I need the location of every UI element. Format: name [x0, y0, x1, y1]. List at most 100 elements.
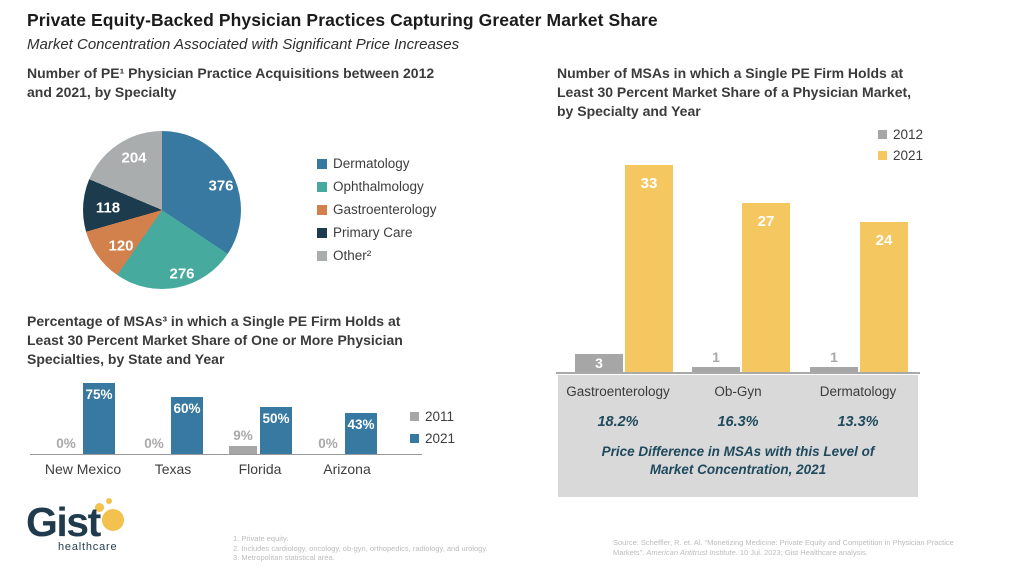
pie-value-primary-care: 118 — [95, 199, 121, 217]
source-suffix: . 10 Jul. 2023; Gist Healthcare analysis… — [735, 547, 868, 557]
page-subtitle: Market Concentration Associated with Sig… — [27, 36, 460, 53]
pie-legend-label: Ophthalmology — [333, 179, 424, 194]
msa-category-row: Gastroenterology Ob-Gyn Dermatology — [558, 375, 918, 399]
logo-wordmark: Gist — [26, 499, 101, 545]
legend-item-2021: 2021 — [878, 145, 923, 166]
ob-gyn-price-difference: 16.3% — [717, 414, 759, 430]
price-difference-row: 18.2% 16.3% 13.3% — [558, 399, 918, 430]
pie-chart-title: Number of PE¹ Physician Practice Acquisi… — [27, 65, 435, 100]
axis-label-ob-gyn: Ob-Gyn — [714, 384, 762, 399]
ob-gyn-2012-bar — [692, 366, 740, 373]
dermatology-2012-value: 1 — [830, 348, 838, 365]
footnote-3: 3. Metropolitan statistical area. — [233, 553, 335, 562]
florida-2011-bar — [229, 445, 257, 454]
gastroenterology-2021-value: 33 — [640, 175, 658, 193]
arizona-2021-bar: 43% — [345, 413, 377, 454]
pie-value-dermatology: 376 — [208, 177, 234, 195]
new-mexico-2021-bar: 75% — [83, 382, 115, 454]
msa-bar-chart: 3 33 1 27 1 24 — [565, 160, 917, 373]
pie-legend-item-gastroenterology: Gastroenterology — [317, 198, 437, 221]
bar-group-texas: 0% 60% — [140, 397, 203, 454]
msa-chart-legend: 2012 2021 — [878, 124, 923, 166]
ob-gyn-2021-bar: 27 — [742, 202, 790, 373]
legend-label-2021: 2021 — [425, 430, 456, 446]
dermatology-price-difference: 13.3% — [837, 414, 879, 430]
state-chart-legend: 2011 2021 — [410, 405, 455, 449]
source-citation: Source: Scheffler, R. et. Al. “Monetizin… — [613, 538, 965, 557]
logo-big-circle-icon — [102, 509, 124, 531]
msa-chart-title: Number of MSAs in which a Single PE Firm… — [557, 65, 912, 119]
bar-group-dermatology: 1 24 — [810, 221, 908, 373]
legend-item-2021: 2021 — [410, 427, 455, 449]
pie-value-gastroenterology: 120 — [108, 237, 134, 255]
legend-label-2021: 2021 — [893, 148, 924, 163]
bar-group-florida: 9% 50% — [229, 406, 292, 454]
gastroenterology-2012-bar: 3 — [575, 354, 623, 373]
pie-legend: Dermatology Ophthalmology Gastroenterolo… — [317, 152, 437, 267]
footnote-2: 2. Includes cardiology, oncology, ob-gyn… — [233, 543, 488, 553]
texas-2011-value: 0% — [144, 436, 164, 451]
ob-gyn-2021-value: 27 — [757, 212, 775, 230]
arizona-2021-value: 43% — [347, 417, 375, 433]
ob-gyn-2012-value: 1 — [712, 348, 720, 365]
year-2021-swatch-icon — [410, 433, 419, 443]
other-swatch-icon — [317, 250, 327, 261]
gastroenterology-price-difference: 18.2% — [597, 414, 639, 430]
texas-2021-value: 60% — [173, 401, 201, 416]
ophthalmology-swatch-icon — [317, 181, 327, 192]
axis-label-florida: Florida — [238, 461, 282, 477]
texas-2021-bar: 60% — [171, 397, 203, 454]
legend-item-2011: 2011 — [410, 405, 455, 427]
gastroenterology-2012-value: 3 — [595, 355, 603, 372]
bar-group-ob-gyn: 1 27 — [692, 202, 790, 373]
axis-label-texas: Texas — [154, 461, 192, 477]
bar-group-arizona: 0% 43% — [314, 413, 377, 454]
source-journal: American Antitrust Institute — [646, 547, 736, 557]
pie-legend-item-primary-care: Primary Care — [317, 221, 437, 244]
state-chart-title: Percentage of MSAs³ in which a Single PE… — [27, 313, 403, 367]
bar-group-new-mexico: 0% 75% — [52, 382, 115, 454]
price-difference-panel: Gastroenterology Ob-Gyn Dermatology 18.2… — [558, 375, 918, 497]
year-2012-swatch-icon — [878, 130, 887, 139]
pie-value-ophthalmology: 276 — [169, 265, 195, 283]
axis-label-dermatology: Dermatology — [819, 384, 897, 399]
state-bar-chart: 0% 75% 0% 60% 9% 50% — [30, 381, 422, 455]
dermatology-2021-bar: 24 — [860, 221, 908, 373]
florida-2021-bar: 50% — [260, 406, 292, 454]
pie-legend-item-other: Other² — [317, 244, 437, 267]
pie-legend-label: Dermatology — [333, 156, 410, 171]
florida-2011-value: 9% — [233, 427, 253, 443]
pie-legend-label: Gastroenterology — [333, 202, 437, 217]
logo-small-circle-icon — [95, 503, 104, 512]
logo-subtext: healthcare — [58, 541, 118, 553]
price-difference-caption: Price Difference in MSAs with this Level… — [601, 444, 875, 477]
bar-group-gastroenterology: 3 33 — [575, 165, 673, 373]
pie-legend-label: Primary Care — [333, 225, 413, 240]
pie-value-other: 204 — [121, 149, 147, 167]
msa-chart-baseline — [556, 372, 920, 374]
footnote-1: 1. Private equity. — [233, 534, 289, 543]
page-title: Private Equity-Backed Physician Practice… — [27, 10, 658, 30]
pie-legend-item-ophthalmology: Ophthalmology — [317, 175, 437, 198]
primary-care-swatch-icon — [317, 227, 327, 238]
source-prefix: Source: Scheffler, R. et. Al. “Monetizin… — [613, 538, 954, 557]
new-mexico-2011-value: 0% — [56, 436, 76, 451]
year-2021-swatch-icon — [878, 151, 887, 160]
year-2011-swatch-icon — [410, 411, 419, 421]
footnotes: 1. Private equity. 2. Includes cardiolog… — [233, 534, 593, 563]
dermatology-2012-bar — [810, 366, 858, 373]
pie-chart: 376 276 120 118 204 — [83, 131, 241, 289]
pie-legend-item-dermatology: Dermatology — [317, 152, 437, 175]
pie-legend-label: Other² — [333, 248, 372, 263]
axis-label-arizona: Arizona — [323, 461, 371, 477]
dermatology-2021-value: 24 — [875, 231, 893, 249]
legend-item-2012: 2012 — [878, 124, 923, 145]
logo-tiny-circle-icon — [106, 498, 112, 504]
legend-label-2012: 2012 — [893, 127, 924, 142]
legend-label-2011: 2011 — [425, 408, 455, 424]
gist-healthcare-logo: Gist healthcare — [22, 497, 152, 561]
dermatology-swatch-icon — [317, 158, 327, 169]
axis-label-gastroenterology: Gastroenterology — [566, 384, 670, 399]
new-mexico-2021-value: 75% — [85, 386, 113, 402]
gastroenterology-swatch-icon — [317, 204, 327, 215]
